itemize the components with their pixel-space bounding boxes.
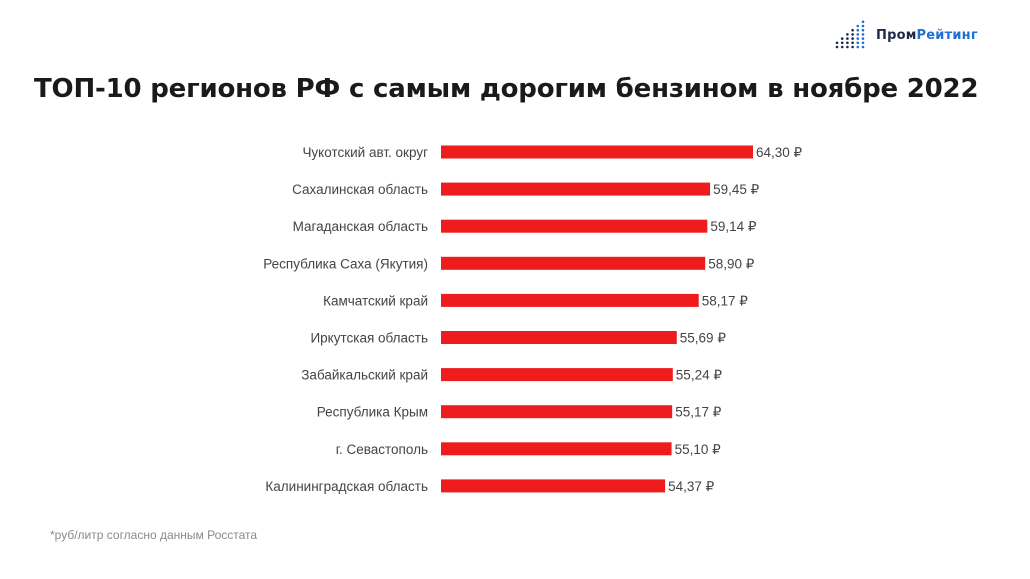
logo-dot [846, 33, 849, 36]
bar [441, 293, 699, 307]
logo-dot [861, 45, 865, 49]
bar [441, 182, 711, 196]
logo-dot [835, 41, 839, 45]
value-label: 58,17 ₽ [702, 293, 749, 308]
value-label: 55,69 ₽ [680, 331, 727, 346]
logo-dot [856, 45, 860, 49]
logo-dot [861, 20, 865, 24]
value-label: 55,10 ₽ [675, 442, 722, 457]
bar [441, 442, 672, 456]
logo-dot [861, 37, 865, 40]
logo-dot [846, 41, 849, 45]
value-label: 58,90 ₽ [708, 256, 755, 271]
bar [441, 219, 708, 233]
category-label: Республика Крым [317, 405, 428, 420]
logo-text: ПромРейтинг [876, 28, 978, 43]
logo-dot [861, 28, 865, 32]
logo-dot [851, 41, 854, 45]
logo-dot [851, 33, 854, 36]
bar [441, 479, 666, 493]
bar [441, 331, 677, 344]
category-label: Калининградская область [265, 479, 428, 494]
category-label: Камчатский край [323, 293, 428, 308]
value-label: 55,17 ₽ [675, 405, 722, 420]
logo-dot [856, 37, 860, 40]
value-label: 59,45 ₽ [713, 182, 760, 197]
logo-dot [861, 33, 865, 36]
logo-dot [851, 37, 854, 40]
logo-dot [840, 37, 844, 40]
logo-dot [851, 45, 854, 49]
logo-dot [851, 28, 854, 32]
logo-dot [835, 45, 839, 49]
logo: ПромРейтинг [834, 20, 978, 50]
logo-dot [856, 24, 860, 28]
category-label: Чукотский авт. округ [302, 145, 428, 160]
bar [441, 368, 673, 382]
value-label: 64,30 ₽ [756, 145, 803, 160]
category-label: Сахалинская область [292, 182, 428, 197]
category-label: Республика Саха (Якутия) [263, 256, 428, 271]
value-label: 55,24 ₽ [676, 368, 723, 383]
value-label: 59,14 ₽ [710, 219, 757, 234]
footnote: *руб/литр согласно данным Росстата [50, 528, 258, 542]
category-label: Иркутская область [310, 331, 428, 346]
logo-dot [840, 41, 844, 45]
bar [441, 256, 706, 270]
logo-text-part1: Пром [876, 27, 917, 43]
logo-dot [846, 37, 849, 40]
bar [441, 145, 753, 159]
value-label: 54,37 ₽ [668, 479, 715, 494]
logo-dot [861, 41, 865, 45]
logo-dot [861, 24, 865, 28]
dots-chart-icon [835, 20, 865, 49]
logo-dot [840, 45, 844, 49]
logo-dot [856, 33, 860, 36]
logo-text-part2: Рейтинг [916, 27, 978, 43]
category-label: Забайкальский край [301, 368, 428, 383]
chart-title: ТОП-10 регионов РФ с самым дорогим бензи… [34, 74, 979, 104]
bar [441, 405, 673, 419]
logo-dot [856, 28, 860, 32]
category-label: г. Севастополь [336, 442, 428, 457]
logo-dot [856, 41, 860, 45]
logo-dot [846, 45, 849, 49]
category-label: Магаданская область [293, 219, 428, 234]
